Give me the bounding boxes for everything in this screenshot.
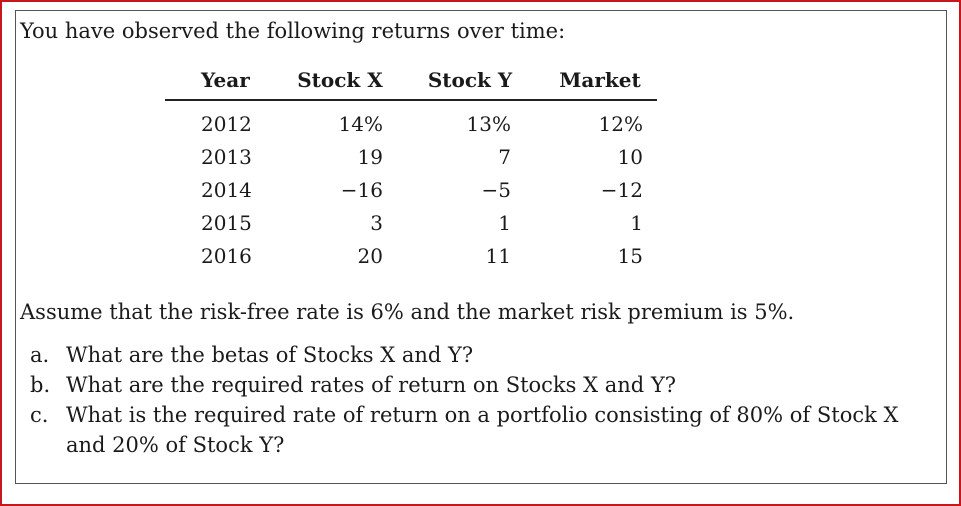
- cell-stock-x: 20: [357, 243, 383, 268]
- cell-year: 2014: [201, 177, 252, 202]
- question-marker: c.: [30, 403, 49, 427]
- header-stock-y: Stock Y: [397, 61, 543, 101]
- cell-year: 2016: [201, 243, 252, 268]
- cell-market: 10: [617, 144, 643, 169]
- table-row: 2014 −16 −5 −12: [165, 173, 657, 206]
- table-row: 2015 3 1 1: [165, 206, 657, 239]
- cell-stock-x: 3: [370, 210, 383, 235]
- header-year: Year: [165, 61, 283, 101]
- list-item: b. What are the required rates of return…: [30, 370, 930, 400]
- question-text: What is the required rate of return on a…: [66, 403, 899, 457]
- assumption-text: Assume that the risk-free rate is 6% and…: [20, 300, 795, 324]
- table-row: 2013 19 7 10: [165, 140, 657, 173]
- table-header-row: Year Stock X Stock Y Market: [165, 61, 657, 101]
- cell-stock-x: −16: [340, 177, 383, 202]
- cell-stock-y: 13%: [466, 111, 511, 136]
- cell-market: 12%: [598, 111, 643, 136]
- list-item: c. What is the required rate of return o…: [30, 400, 930, 460]
- list-item: a. What are the betas of Stocks X and Y?: [30, 340, 930, 370]
- question-text: What are the required rates of return on…: [66, 373, 677, 397]
- cell-market: 15: [617, 243, 643, 268]
- question-list: a. What are the betas of Stocks X and Y?…: [30, 340, 930, 460]
- cell-stock-y: −5: [481, 177, 511, 202]
- problem-box: [15, 10, 947, 484]
- cell-market: −12: [600, 177, 643, 202]
- header-stock-x: Stock X: [283, 61, 397, 101]
- question-marker: b.: [30, 373, 51, 397]
- cell-stock-y: 7: [498, 144, 511, 169]
- cell-stock-y: 1: [498, 210, 511, 235]
- cell-stock-y: 11: [485, 243, 511, 268]
- cell-stock-x: 14%: [338, 111, 383, 136]
- cell-stock-x: 19: [357, 144, 383, 169]
- cell-year: 2015: [201, 210, 252, 235]
- returns-table: Year Stock X Stock Y Market 2012 14% 13%…: [165, 61, 657, 272]
- table-row: 2012 14% 13% 12%: [165, 100, 657, 140]
- header-market: Market: [543, 61, 657, 101]
- intro-text: You have observed the following returns …: [20, 19, 566, 43]
- cell-market: 1: [630, 210, 643, 235]
- cell-year: 2013: [201, 144, 252, 169]
- table-row: 2016 20 11 15: [165, 239, 657, 272]
- cell-year: 2012: [201, 111, 252, 136]
- question-marker: a.: [30, 343, 50, 367]
- question-text: What are the betas of Stocks X and Y?: [66, 343, 474, 367]
